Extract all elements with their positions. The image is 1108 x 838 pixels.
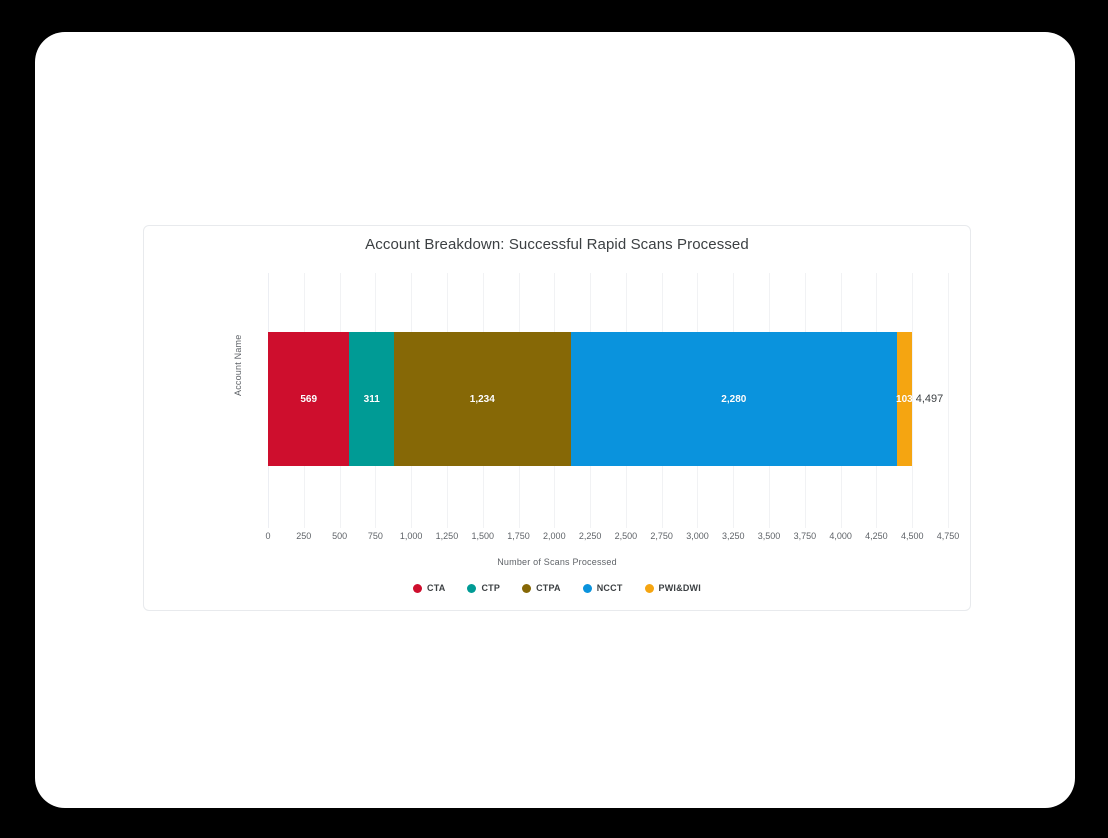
bar-segment-ctp[interactable]: 311 xyxy=(349,332,394,466)
y-axis-title: Account Name xyxy=(233,334,243,396)
gridline xyxy=(912,273,914,528)
x-tick-label: 1,500 xyxy=(471,531,494,541)
legend-label: CTP xyxy=(481,583,501,593)
x-tick-label: 3,500 xyxy=(757,531,781,541)
legend-item-pwi-dwi[interactable]: PWI&DWI xyxy=(644,583,701,593)
x-tick-label: 2,250 xyxy=(578,531,602,541)
x-tick-label: 3,000 xyxy=(686,531,709,541)
x-tick-label: 3,250 xyxy=(721,531,745,541)
x-axis-title: Number of Scans Processed xyxy=(497,557,617,567)
bar-segment-ncct[interactable]: 2,280 xyxy=(570,332,898,466)
x-tick-label: 1,750 xyxy=(507,531,530,541)
x-tick-label: 4,000 xyxy=(829,531,852,541)
x-tick-label: 2,750 xyxy=(650,531,673,541)
legend-label: CTPA xyxy=(536,583,561,593)
legend-label: NCCT xyxy=(596,583,623,593)
x-tick-label: 0 xyxy=(265,531,271,541)
x-tick-label: 1,250 xyxy=(435,531,459,541)
x-tick-label: 3,750 xyxy=(793,531,817,541)
x-tick-label: 4,500 xyxy=(900,531,924,541)
x-tick-label: 2,500 xyxy=(614,531,638,541)
bar-segment-value: 569 xyxy=(300,393,318,405)
chart-legend: CTA CTP CTPA NCCT PWI&DWI xyxy=(144,583,970,593)
legend-swatch-icon xyxy=(467,583,477,593)
chart-title: Account Breakdown: Successful Rapid Scan… xyxy=(365,236,749,253)
legend-label: CTA xyxy=(427,583,446,593)
gridline xyxy=(948,273,949,528)
legend-swatch-icon xyxy=(582,583,592,593)
x-tick-label: 500 xyxy=(332,531,348,541)
bar-segment-value: 311 xyxy=(363,393,380,405)
legend-item-ncct[interactable]: NCCT xyxy=(582,583,623,593)
legend-swatch-icon xyxy=(644,583,654,593)
bar-segment-value: 1,234 xyxy=(469,393,495,405)
app-window: Account Breakdown: Successful Rapid Scan… xyxy=(35,32,1075,808)
legend-label: PWI&DWI xyxy=(658,583,701,593)
legend-item-ctpa[interactable]: CTPA xyxy=(522,583,561,593)
bar-total-label: 4,497 xyxy=(915,393,944,405)
chart-card: Account Breakdown: Successful Rapid Scan… xyxy=(143,225,971,611)
x-tick-label: 4,250 xyxy=(865,531,888,541)
x-tick-label: 4,750 xyxy=(936,531,960,541)
x-tick-label: 250 xyxy=(296,531,312,541)
bar-segment-value: 103 xyxy=(896,393,913,405)
bar-segment-cta[interactable]: 569 xyxy=(268,332,350,466)
x-tick-label: 750 xyxy=(367,531,383,541)
legend-item-ctp[interactable]: CTP xyxy=(467,583,500,593)
bar-segment-value: 2,280 xyxy=(721,393,747,405)
bar-segment-ctpa[interactable]: 1,234 xyxy=(393,332,571,466)
stacked-bar[interactable]: 569 311 1,234 2,280 103 4,497 xyxy=(268,332,943,466)
bar-segment-pwi-dwi[interactable]: 103 xyxy=(896,332,913,466)
x-axis-ticks: 0 250 500 750 1,000 1,250 1,500 1,750 2,000 2,250… xyxy=(265,531,959,545)
legend-swatch-icon xyxy=(522,583,532,593)
x-tick-label: 2,000 xyxy=(543,531,566,541)
plot-area: 569 311 1,234 2,280 103 4,497 xyxy=(268,273,949,528)
legend-item-cta[interactable]: CTA xyxy=(413,583,445,593)
x-tick-label: 1,000 xyxy=(399,531,423,541)
legend-swatch-icon xyxy=(413,583,423,593)
